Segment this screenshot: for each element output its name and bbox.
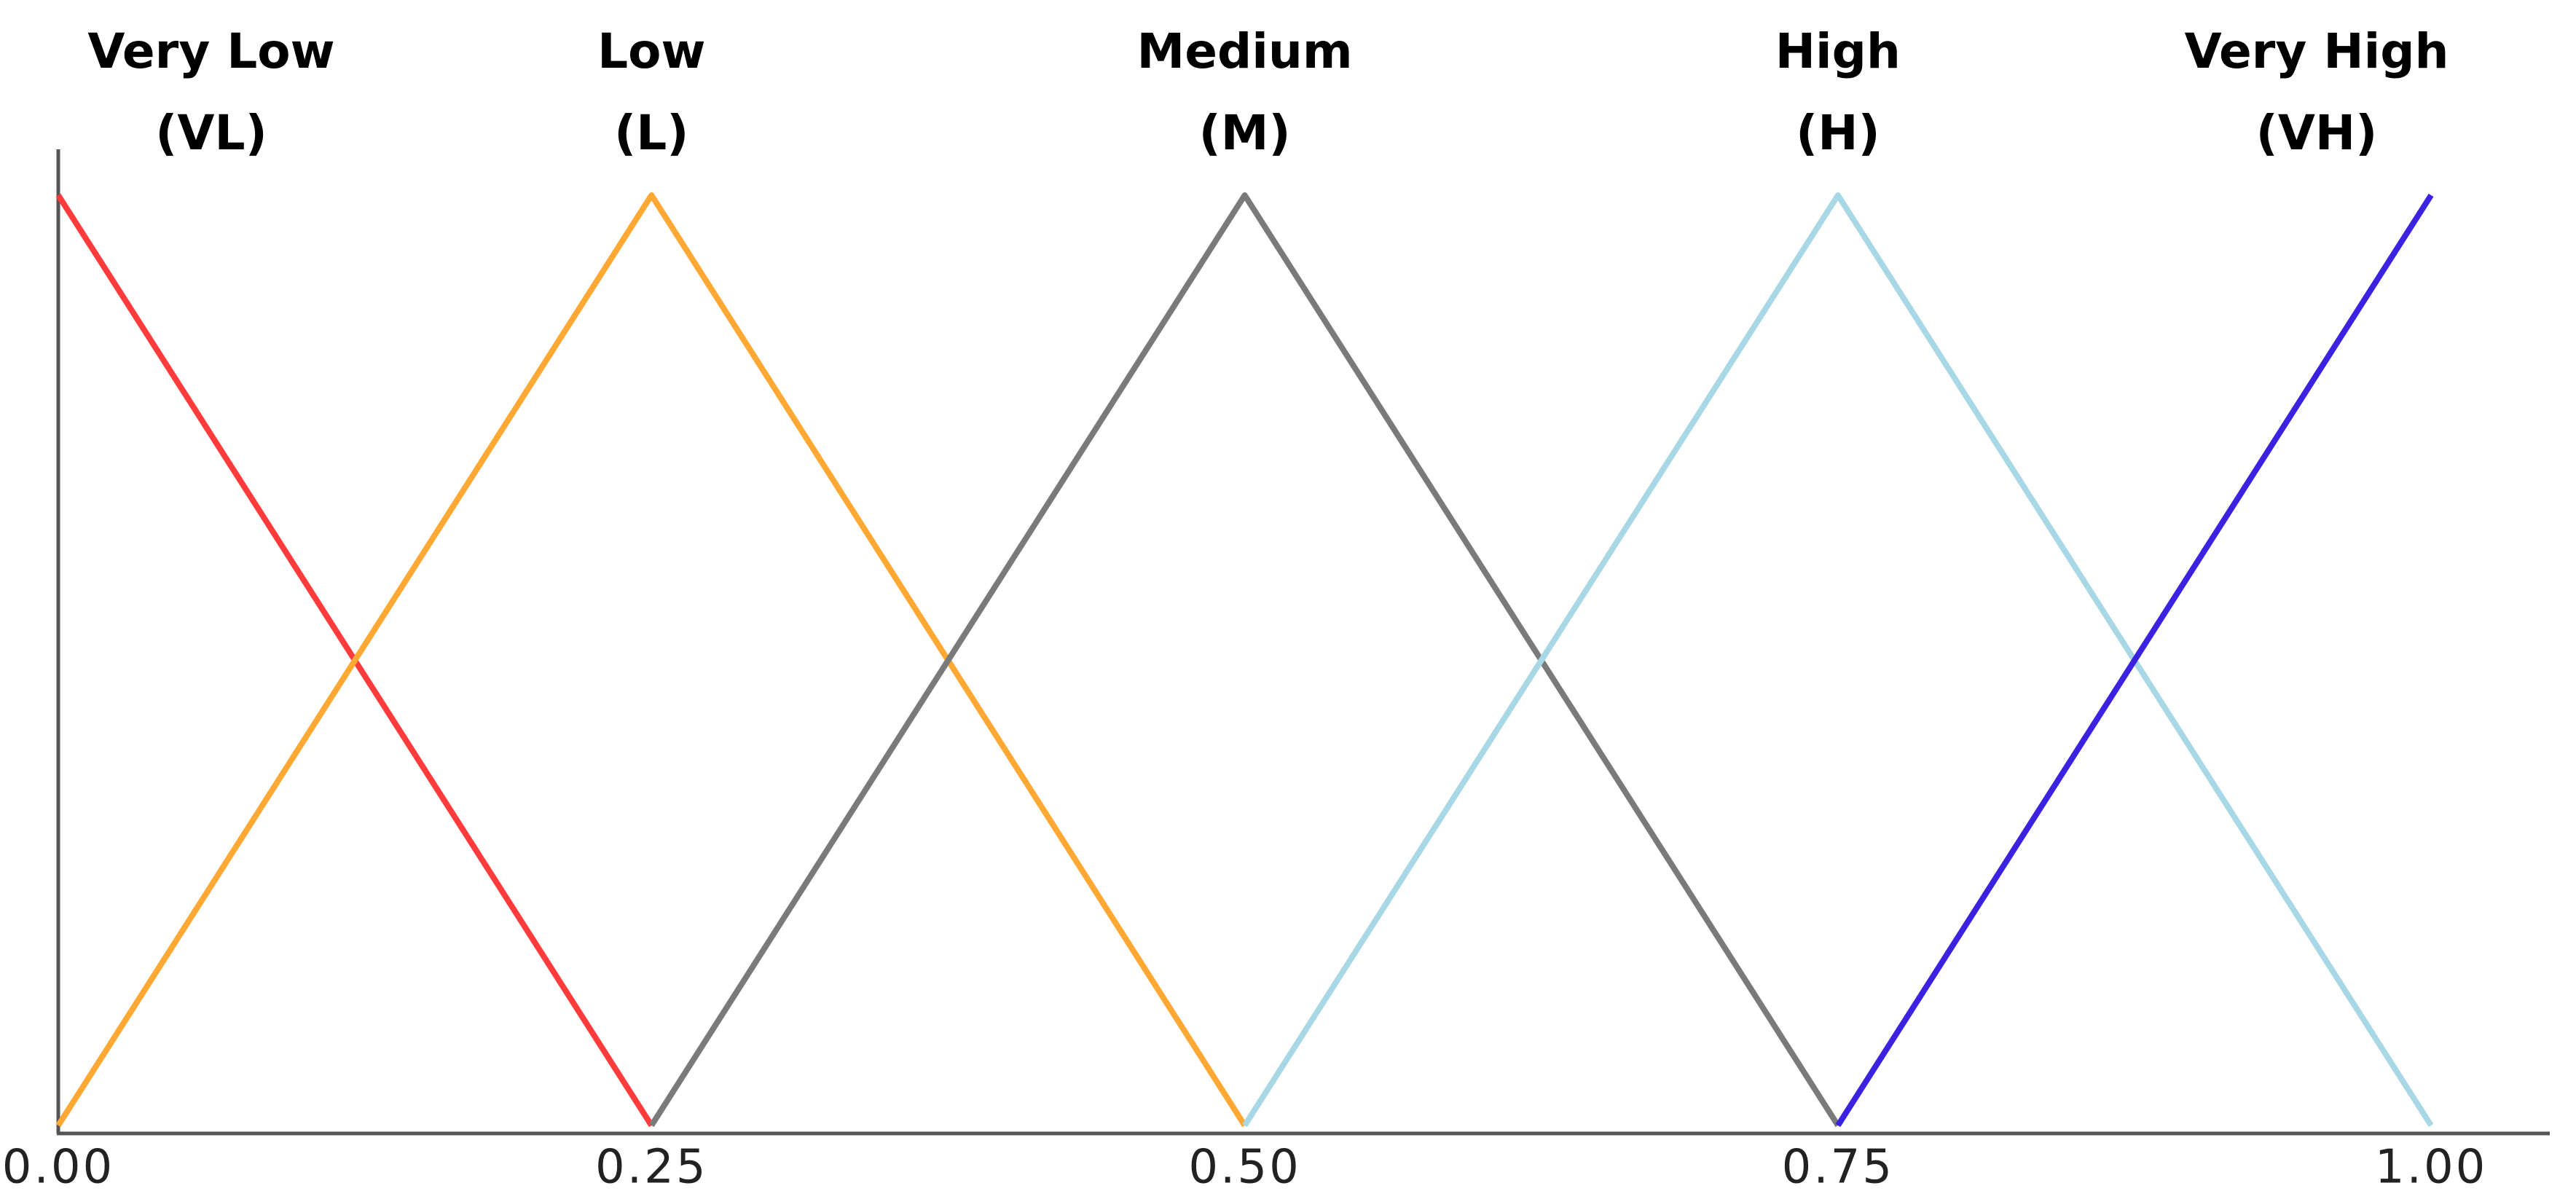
series-label-line: Low — [597, 23, 705, 79]
x-tick-label: 1.00 — [2375, 1141, 2488, 1191]
series-label-line: (M) — [1199, 105, 1291, 161]
series-label-line: (VL) — [155, 105, 267, 161]
series-label: Very High (VH) — [2185, 23, 2449, 161]
series-label-line: Very Low — [87, 23, 334, 79]
x-tick-label: 0.50 — [1188, 1141, 1301, 1191]
series-line — [1835, 193, 2434, 1128]
series-label-line: Very High — [2185, 23, 2449, 79]
series-label-line: (VH) — [2256, 105, 2378, 161]
x-tick-label: 0.00 — [2, 1141, 115, 1191]
series-line — [55, 192, 1247, 1128]
series-label: Low (L) — [597, 23, 705, 161]
series-label: High (H) — [1775, 23, 1901, 161]
series-label: Very Low (VL) — [87, 23, 334, 161]
series-label-line: (H) — [1796, 105, 1880, 161]
series-line — [1242, 192, 2434, 1128]
series-label-line: (L) — [614, 105, 688, 161]
series-label: Medium (M) — [1137, 23, 1353, 161]
x-tick-label: 0.75 — [1782, 1141, 1895, 1191]
series-label-line: High — [1775, 23, 1901, 79]
x-tick-label: 0.25 — [595, 1141, 708, 1191]
series-label-line: Medium — [1137, 23, 1353, 79]
series-line — [648, 192, 1841, 1128]
